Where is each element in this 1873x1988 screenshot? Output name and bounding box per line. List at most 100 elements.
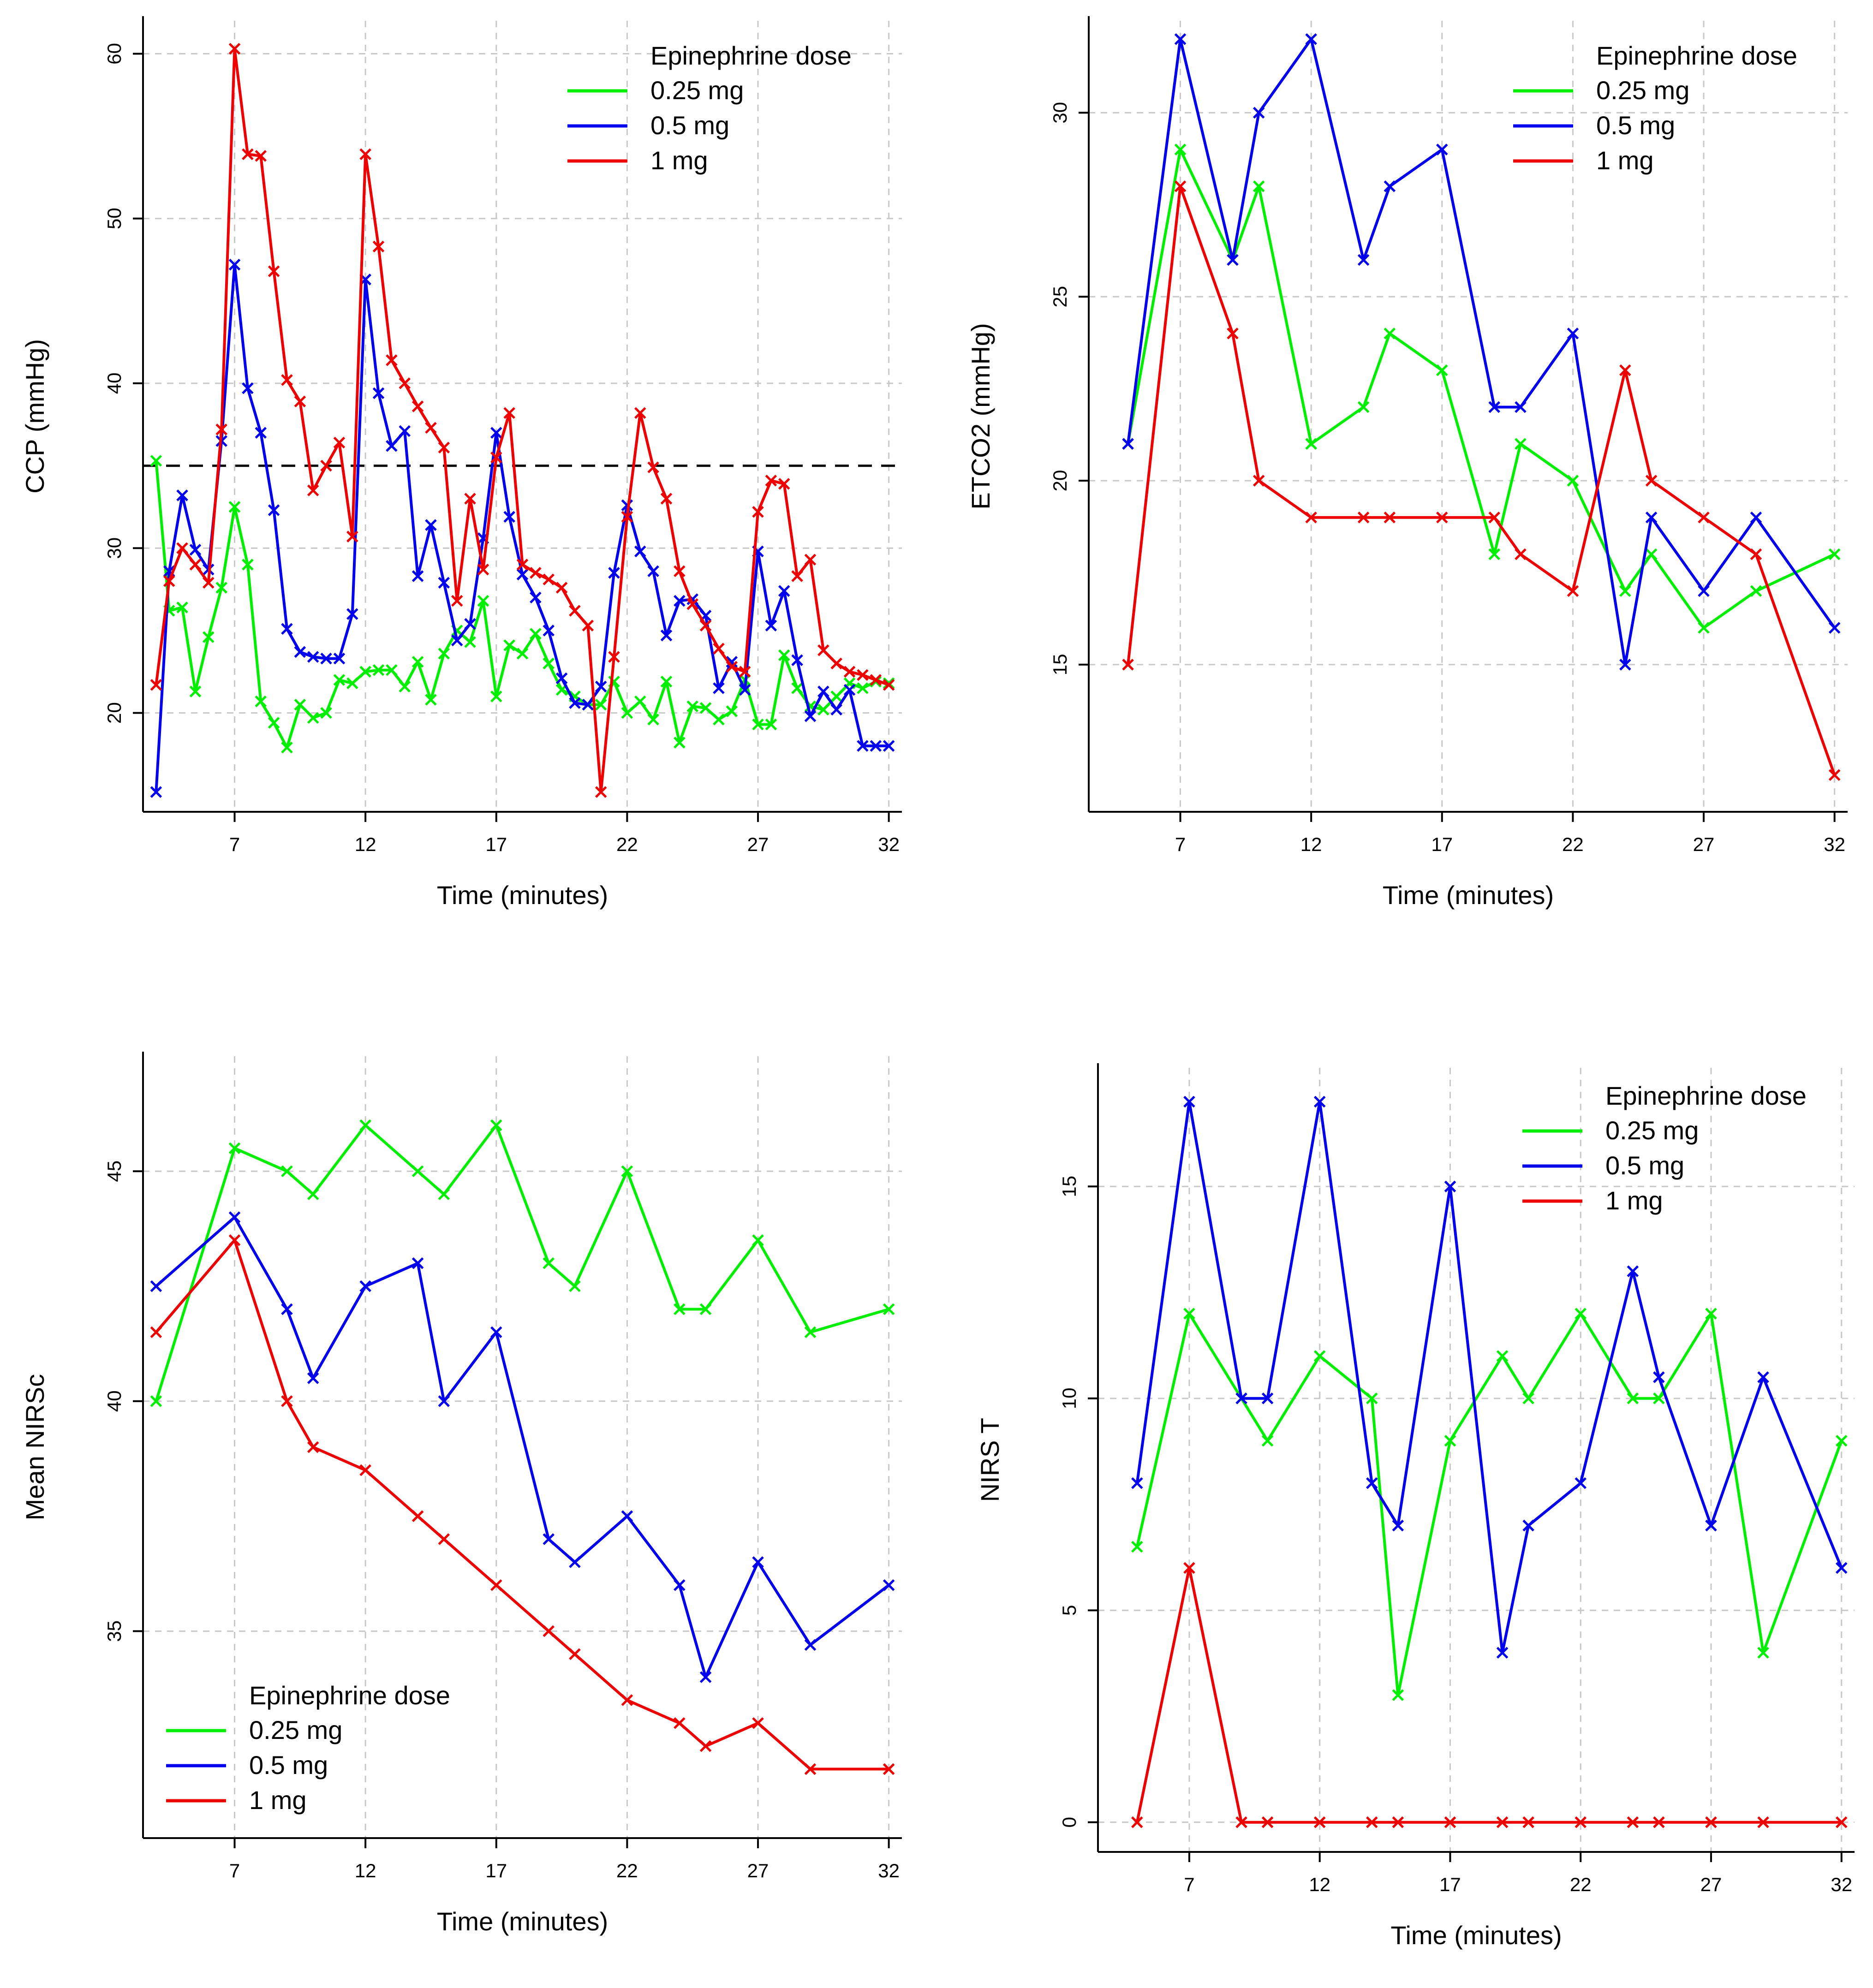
data-point bbox=[660, 675, 673, 688]
data-point bbox=[804, 1763, 817, 1775]
data-point bbox=[490, 427, 502, 439]
data-point bbox=[1183, 1308, 1195, 1320]
data-point bbox=[804, 710, 817, 722]
data-point bbox=[1261, 1434, 1274, 1447]
data-point bbox=[1496, 1350, 1509, 1362]
legend: Epinephrine dose 0.25 mg 0.5 mg 1 mg bbox=[1522, 1081, 1807, 1215]
data-point bbox=[791, 654, 803, 667]
data-point bbox=[660, 493, 673, 505]
data-point bbox=[830, 657, 842, 670]
x-tick-label: 17 bbox=[485, 1860, 507, 1881]
data-point bbox=[215, 582, 227, 594]
data-point bbox=[621, 707, 633, 719]
data-point bbox=[1619, 364, 1631, 376]
data-point bbox=[438, 1533, 450, 1545]
series-0.5-mg bbox=[1131, 1095, 1848, 1659]
data-point bbox=[255, 427, 267, 439]
data-point bbox=[1750, 585, 1762, 597]
data-point bbox=[674, 737, 686, 749]
data-point bbox=[1835, 1562, 1848, 1574]
data-point bbox=[699, 1740, 712, 1752]
data-point bbox=[425, 519, 437, 531]
y-tick-label: 40 bbox=[103, 1390, 125, 1412]
data-point bbox=[765, 619, 777, 632]
series-0.25-mg bbox=[1122, 143, 1841, 634]
data-point bbox=[1261, 1816, 1274, 1828]
data-point bbox=[674, 1579, 686, 1591]
data-point bbox=[1627, 1816, 1639, 1828]
legend-title: Epinephrine dose bbox=[1605, 1081, 1807, 1110]
data-point bbox=[228, 1142, 241, 1155]
data-point bbox=[346, 530, 358, 543]
data-point bbox=[255, 150, 267, 162]
data-point bbox=[1567, 585, 1579, 597]
data-point bbox=[699, 702, 712, 714]
data-point bbox=[569, 697, 581, 709]
data-point bbox=[883, 740, 895, 752]
data-point bbox=[464, 636, 476, 648]
data-point bbox=[1705, 1816, 1717, 1828]
y-tick-label: 5 bbox=[1058, 1605, 1080, 1616]
data-point bbox=[595, 680, 607, 693]
data-point bbox=[1174, 180, 1187, 192]
data-point bbox=[1828, 548, 1841, 560]
legend-label: 0.25 mg bbox=[249, 1715, 342, 1744]
data-point bbox=[1313, 1095, 1326, 1108]
data-point bbox=[1261, 1392, 1274, 1405]
series-line bbox=[1127, 148, 1835, 630]
data-point bbox=[1122, 438, 1134, 450]
data-point bbox=[268, 717, 280, 729]
data-point bbox=[752, 1717, 764, 1729]
data-point bbox=[503, 639, 515, 651]
data-point bbox=[228, 259, 241, 271]
data-point bbox=[412, 400, 424, 412]
x-tick-label: 32 bbox=[878, 1860, 900, 1881]
data-point bbox=[477, 564, 489, 576]
data-point bbox=[242, 382, 254, 394]
data-point bbox=[634, 407, 646, 419]
data-point bbox=[176, 489, 188, 501]
data-point bbox=[1227, 254, 1239, 266]
y-tick-label: 15 bbox=[1049, 654, 1071, 676]
data-point bbox=[752, 1234, 764, 1246]
data-point bbox=[399, 377, 411, 389]
data-point bbox=[739, 684, 751, 696]
data-point bbox=[830, 703, 842, 716]
data-point bbox=[713, 682, 725, 694]
legend-label: 0.25 mg bbox=[1596, 76, 1689, 105]
data-point bbox=[1835, 1434, 1848, 1447]
data-point bbox=[228, 501, 241, 513]
data-point bbox=[595, 786, 607, 798]
x-tick-label: 17 bbox=[485, 833, 507, 855]
legend-label: 0.25 mg bbox=[1605, 1116, 1699, 1145]
data-point bbox=[359, 1119, 371, 1131]
data-point bbox=[1575, 1477, 1587, 1489]
data-point bbox=[674, 1303, 686, 1315]
data-point bbox=[543, 1533, 555, 1545]
data-point bbox=[608, 651, 620, 663]
x-tick-label: 22 bbox=[1570, 1874, 1592, 1895]
series-0.5-mg bbox=[150, 1211, 895, 1683]
data-point bbox=[228, 1211, 241, 1223]
data-point bbox=[569, 1280, 581, 1292]
data-point bbox=[569, 1648, 581, 1660]
legend-label: 0.5 mg bbox=[1605, 1151, 1684, 1180]
etco2-panel: 7 12 17 22 27 32 15 20 25 30 Time (minutes) ETCO2 (… bbox=[966, 16, 1848, 910]
data-point bbox=[281, 1395, 293, 1407]
legend-title: Epinephrine dose bbox=[650, 41, 852, 70]
data-point bbox=[1392, 1689, 1404, 1701]
data-point bbox=[686, 598, 698, 610]
data-point bbox=[1357, 512, 1370, 524]
data-point bbox=[503, 511, 515, 523]
data-point bbox=[555, 672, 568, 684]
data-point bbox=[1619, 659, 1631, 671]
data-point bbox=[516, 568, 529, 581]
series-line bbox=[1135, 1566, 1842, 1824]
data-point bbox=[189, 559, 202, 571]
data-point bbox=[1757, 1371, 1769, 1383]
data-point bbox=[660, 629, 673, 642]
data-point bbox=[215, 423, 227, 435]
data-point bbox=[372, 387, 385, 399]
data-point bbox=[543, 625, 555, 637]
data-point bbox=[883, 1303, 895, 1315]
